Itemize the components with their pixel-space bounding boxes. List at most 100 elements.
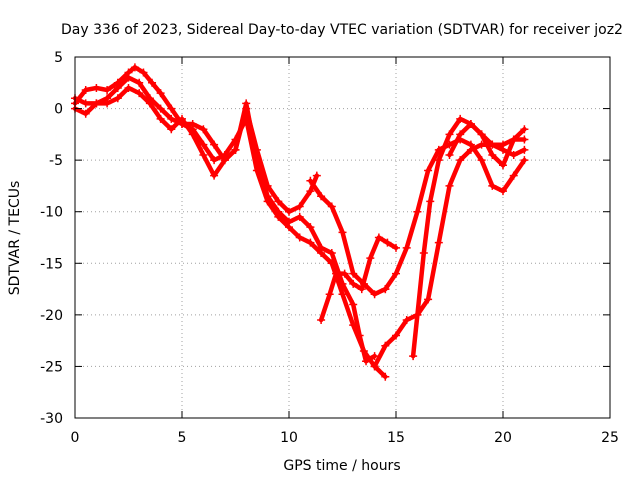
data-point xyxy=(317,192,326,201)
data-point xyxy=(306,187,315,196)
data-point xyxy=(231,145,240,154)
series-5-trace xyxy=(318,235,399,323)
data-point xyxy=(306,238,315,247)
data-point xyxy=(520,156,529,165)
x-tick-label: 5 xyxy=(178,430,187,446)
data-point xyxy=(413,207,422,216)
data-point xyxy=(392,243,400,252)
data-point xyxy=(381,372,390,381)
y-tick-label: -25 xyxy=(40,359,63,375)
data-point xyxy=(210,156,219,165)
data-point xyxy=(295,202,304,211)
data-point xyxy=(188,130,197,139)
data-point xyxy=(285,223,293,232)
series-1-trace xyxy=(72,65,377,364)
data-point xyxy=(199,150,208,159)
data-point xyxy=(419,248,428,257)
data-point xyxy=(466,140,475,149)
data-point xyxy=(357,285,366,294)
data-point xyxy=(124,73,133,82)
data-point xyxy=(130,63,139,72)
data-point xyxy=(252,156,261,165)
data-point xyxy=(392,331,400,340)
data-point xyxy=(285,207,293,216)
data-point xyxy=(295,212,304,221)
data-point xyxy=(509,135,518,144)
data-point xyxy=(242,114,251,123)
data-point xyxy=(135,89,144,98)
data-point xyxy=(499,161,507,170)
data-point xyxy=(349,300,358,309)
grid-layer xyxy=(75,57,610,418)
data-point xyxy=(81,109,90,118)
data-point xyxy=(139,68,148,77)
data-point xyxy=(306,176,315,185)
data-point xyxy=(231,135,240,144)
data-point xyxy=(81,99,90,108)
data-point xyxy=(92,99,101,108)
series-3-trace xyxy=(72,85,320,214)
data-point xyxy=(426,197,435,206)
data-point xyxy=(370,290,379,299)
data-point xyxy=(199,140,208,149)
data-point xyxy=(325,290,334,299)
data-point xyxy=(488,181,497,190)
x-tick-label: 10 xyxy=(280,430,298,446)
data-point xyxy=(113,94,122,103)
data-point xyxy=(295,233,304,242)
data-point xyxy=(466,120,475,129)
data-point xyxy=(92,83,101,92)
data-point xyxy=(409,352,418,361)
data-point xyxy=(434,238,443,247)
data-point xyxy=(456,130,465,139)
data-point xyxy=(210,171,219,180)
data-point xyxy=(81,86,90,95)
data-point xyxy=(499,140,507,149)
data-point xyxy=(338,290,347,299)
data-point xyxy=(274,212,283,221)
plot-frame xyxy=(74,56,611,419)
data-point xyxy=(402,243,411,252)
data-point xyxy=(520,145,529,154)
data-point xyxy=(366,254,375,263)
marker-layer xyxy=(71,63,529,381)
data-point xyxy=(445,150,454,159)
data-point xyxy=(456,114,465,123)
data-point xyxy=(113,83,122,92)
series-2-trace xyxy=(72,75,388,379)
data-point xyxy=(477,130,486,139)
data-point xyxy=(509,171,518,180)
data-point xyxy=(327,248,336,257)
data-point xyxy=(383,238,392,247)
x-tick-label: 20 xyxy=(494,430,512,446)
series-9-trace xyxy=(447,121,527,168)
data-point xyxy=(317,248,326,257)
data-point xyxy=(488,150,497,159)
data-point xyxy=(370,352,379,361)
data-point xyxy=(477,140,486,149)
data-point xyxy=(413,310,422,319)
data-point xyxy=(477,156,486,165)
y-tick-label: -5 xyxy=(49,153,63,169)
data-point xyxy=(135,78,144,87)
data-point xyxy=(434,156,443,165)
data-point xyxy=(327,202,336,211)
data-point xyxy=(424,166,433,175)
series-4-trace xyxy=(308,178,388,297)
data-point xyxy=(340,269,349,278)
data-point xyxy=(402,316,411,325)
data-point xyxy=(156,89,165,98)
data-point xyxy=(362,357,371,366)
y-tick-label: -30 xyxy=(40,411,63,427)
y-tick-label: -15 xyxy=(40,256,63,272)
data-point xyxy=(124,83,133,92)
data-point xyxy=(145,99,154,108)
data-point xyxy=(488,140,497,149)
data-point xyxy=(306,223,315,232)
data-point xyxy=(381,341,390,350)
data-point xyxy=(349,269,358,278)
data-point xyxy=(263,197,272,206)
data-point xyxy=(370,362,379,371)
data-point xyxy=(332,269,341,278)
